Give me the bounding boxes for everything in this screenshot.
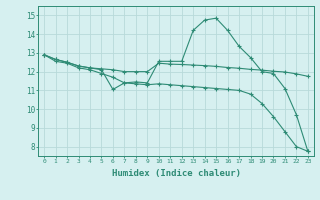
X-axis label: Humidex (Indice chaleur): Humidex (Indice chaleur) bbox=[111, 169, 241, 178]
